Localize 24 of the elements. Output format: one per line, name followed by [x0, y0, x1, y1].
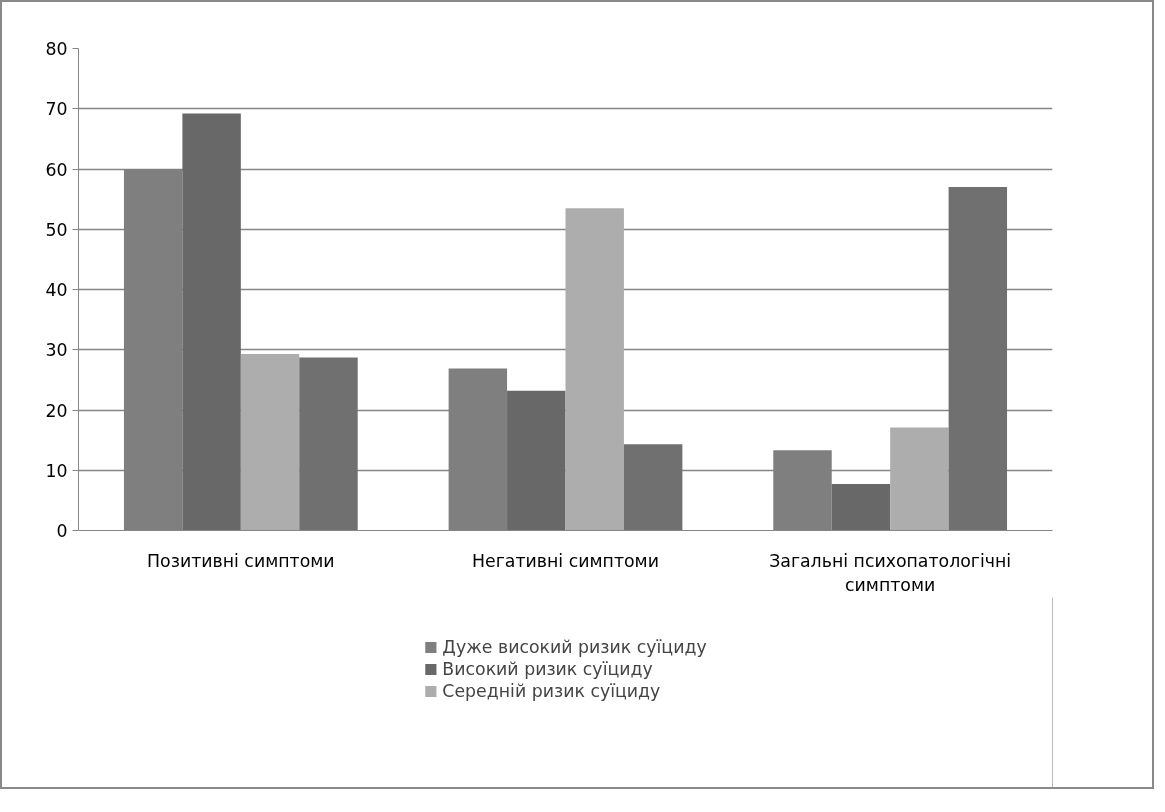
- x-tick-label: Негативні симптоми: [472, 550, 659, 571]
- y-tick-label: 40: [45, 280, 68, 300]
- bar: [565, 208, 624, 531]
- y-tick-label: 80: [45, 39, 68, 59]
- legend-label: Дуже високий ризик суїциду: [442, 637, 707, 657]
- bar: [182, 113, 241, 531]
- bar: [623, 444, 683, 531]
- y-tick-label: 60: [45, 159, 68, 180]
- x-tick-label: Позитивні симптоми: [147, 550, 335, 571]
- bar: [299, 357, 358, 531]
- bar: [948, 187, 1008, 531]
- y-tick-label: 0: [56, 521, 68, 541]
- y-tick-label: 20: [45, 400, 68, 421]
- bar: [240, 353, 300, 531]
- y-tick-label: 10: [45, 460, 68, 481]
- bar: [831, 484, 891, 531]
- bar: [507, 390, 566, 531]
- legend-label: Середній ризик суїциду: [442, 681, 661, 701]
- bar: [890, 427, 949, 531]
- y-tick-label: 50: [45, 219, 68, 240]
- legend-label: Високий ризик суїциду: [442, 659, 653, 679]
- y-tick-label: 30: [45, 340, 68, 361]
- y-tick-label: 70: [45, 99, 68, 120]
- x-tick-label: Загальні психопатологічні симптоми: [769, 550, 1012, 595]
